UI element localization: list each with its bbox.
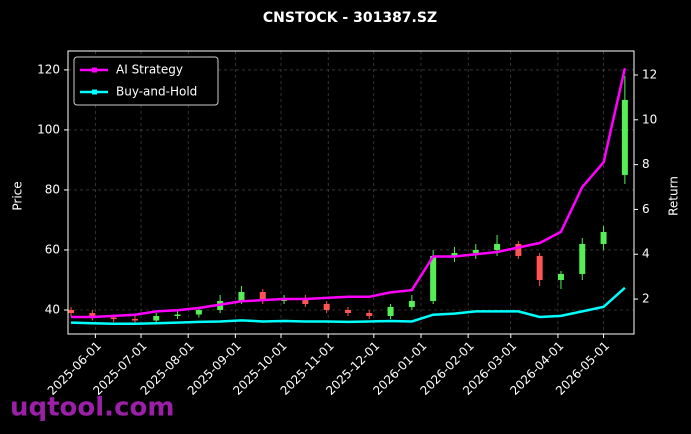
candle-body (366, 312, 373, 316)
legend-marker (92, 89, 97, 95)
candle-body (515, 243, 522, 256)
candle-body (153, 315, 160, 321)
candle-body (451, 252, 458, 256)
candle-body (110, 317, 117, 319)
y2-tick-label: 2 (642, 292, 650, 306)
y-tick-label: 60 (45, 242, 60, 256)
y2-tick-label: 4 (642, 247, 650, 261)
y-tick-label: 80 (45, 182, 60, 196)
candle-body (579, 243, 586, 274)
legend-label: Buy-and-Hold (116, 85, 197, 99)
candle-body (323, 303, 330, 310)
candle-body (259, 291, 266, 301)
candle-body (174, 314, 181, 316)
y2-tick-label: 8 (642, 157, 650, 171)
candle-body (344, 309, 351, 313)
series-line (71, 67, 627, 319)
watermark: uqtool.com (10, 393, 174, 423)
candle-body (195, 309, 202, 315)
y2-tick-label: 12 (642, 67, 657, 81)
candle-body (387, 306, 394, 316)
y-axis-label: Price (11, 181, 25, 210)
y-tick-label: 40 (45, 302, 60, 316)
plot-frame (67, 50, 635, 335)
chart-title: CNSTOCK - 301387.SZ (263, 10, 437, 26)
candle-body (494, 243, 501, 250)
candle-body (302, 297, 309, 304)
candle-body (600, 231, 607, 244)
y-tick-label: 120 (37, 62, 60, 76)
candle-body (89, 312, 96, 318)
legend-box (73, 56, 219, 106)
candle-body (621, 99, 628, 175)
candle-body (408, 300, 415, 307)
candle-body (557, 273, 564, 280)
y2-tick-label: 6 (642, 202, 650, 216)
y-tick-label: 100 (37, 122, 60, 136)
series-line (71, 286, 626, 325)
candle-body (536, 255, 543, 280)
candle-body (238, 291, 245, 301)
candle-body (68, 309, 75, 313)
candle-body (472, 249, 479, 253)
y2-tick-label: 10 (642, 112, 657, 126)
legend-label: AI Strategy (116, 63, 183, 77)
legend-marker (92, 67, 97, 73)
candle-body (430, 255, 437, 301)
y2-axis-label: Return (667, 176, 681, 216)
candle-body (131, 318, 138, 321)
